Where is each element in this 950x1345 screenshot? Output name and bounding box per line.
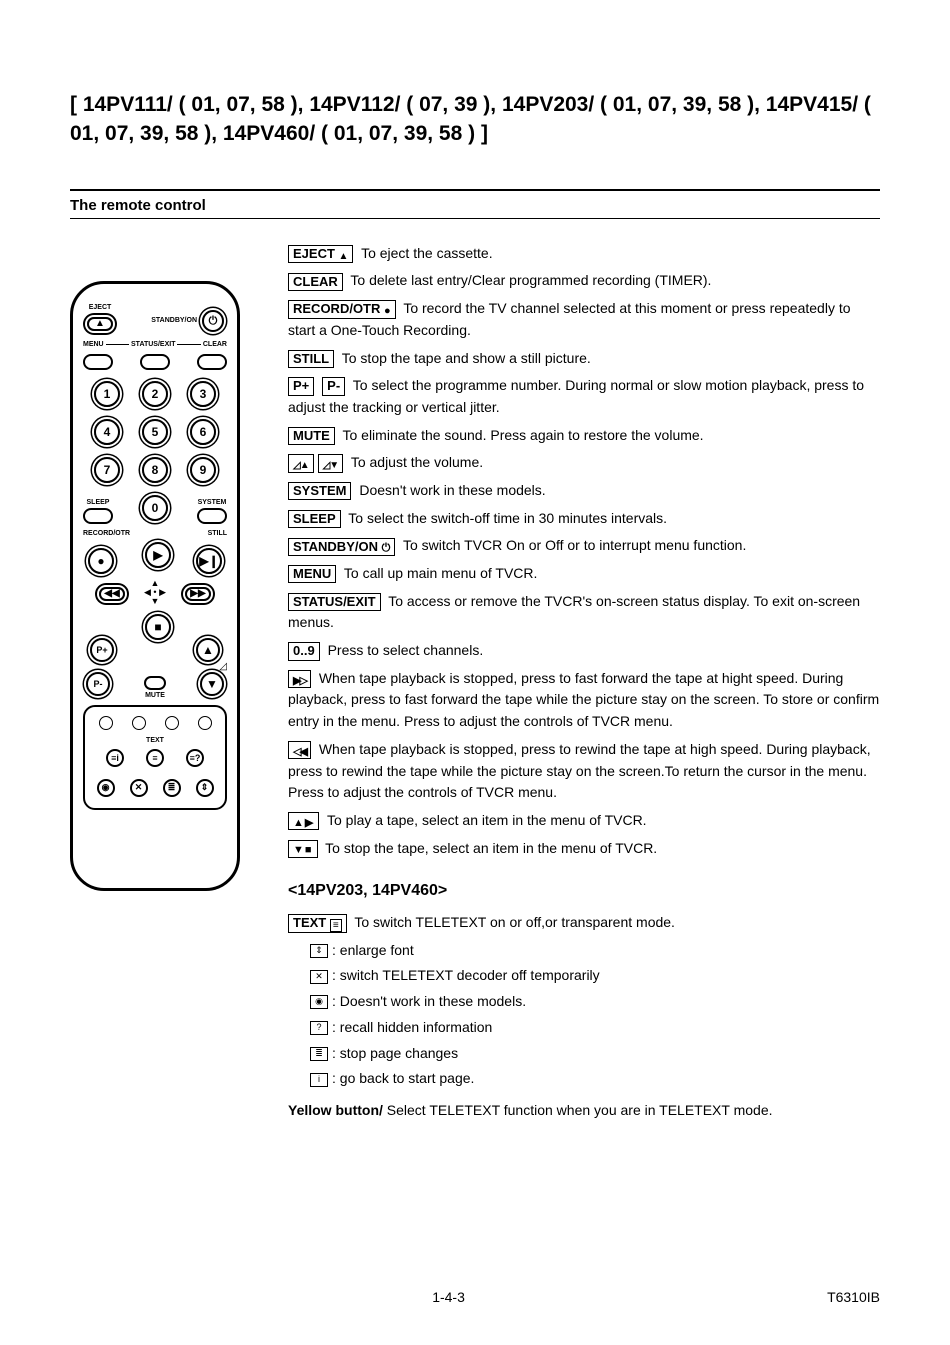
color-green[interactable] xyxy=(132,716,146,730)
section-heading: The remote control xyxy=(70,189,880,219)
menu-status-clear-divider: MENU STATUS/EXIT CLEAR xyxy=(83,341,227,348)
clear-button[interactable] xyxy=(197,354,227,370)
digit-1[interactable]: 1 xyxy=(94,381,120,407)
record-button[interactable]: ● xyxy=(88,548,114,574)
digit-7[interactable]: 7 xyxy=(94,457,120,483)
color-yellow[interactable] xyxy=(165,716,179,730)
teletext-reveal-icon: ? xyxy=(310,1021,328,1035)
digit-4[interactable]: 4 xyxy=(94,419,120,445)
teletext-hold-button[interactable]: ≣ xyxy=(163,779,181,797)
teletext-list: ⇕: enlarge font ✕: switch TELETEXT decod… xyxy=(310,940,880,1090)
volume-up-icon xyxy=(293,457,309,471)
teletext-size-button[interactable]: ⇕ xyxy=(196,779,214,797)
digit-5[interactable]: 5 xyxy=(142,419,168,445)
page-footer: 1-4-3 T6310IB xyxy=(70,1289,880,1305)
digit-0[interactable]: 0 xyxy=(142,495,168,521)
sleep-button[interactable] xyxy=(83,508,113,524)
p-plus-button[interactable]: P+ xyxy=(90,638,114,662)
page: [ 14PV111/ ( 01, 07, 58 ), 14PV112/ ( 07… xyxy=(0,0,950,1345)
subsection-heading: <14PV203, 14PV460> xyxy=(288,879,880,904)
teletext-enlarge-icon: ⇕ xyxy=(310,944,328,958)
teletext-na-icon: ◉ xyxy=(310,995,328,1009)
remote-illustration: EJECT STANDBY/ON MENU STATUS/EXIT CLEAR xyxy=(70,281,240,891)
ffwd-icon xyxy=(293,673,306,687)
mute-button[interactable] xyxy=(144,676,166,690)
descriptions: EJECT To eject the cassette. CLEAR To de… xyxy=(288,243,880,1128)
eject-label: EJECT xyxy=(89,304,112,311)
still-button[interactable]: ▶❙ xyxy=(196,548,222,574)
teletext-index-icon: i xyxy=(310,1073,328,1087)
yellow-button-label: Yellow button/ xyxy=(288,1102,383,1118)
ffwd-button[interactable]: ▶▶ xyxy=(185,587,211,601)
text-icon xyxy=(330,917,342,931)
color-red[interactable] xyxy=(99,716,113,730)
volume-down-icon xyxy=(323,457,339,471)
teletext-cancel-button[interactable]: ✕ xyxy=(130,779,148,797)
play-button[interactable]: ▶ xyxy=(145,542,171,568)
color-blue[interactable] xyxy=(198,716,212,730)
page-title: [ 14PV111/ ( 01, 07, 58 ), 14PV112/ ( 07… xyxy=(70,90,880,149)
teletext-reveal-button[interactable]: ≡? xyxy=(186,749,204,767)
teletext-index-button[interactable]: ≡i xyxy=(106,749,124,767)
teletext-text-button[interactable]: ≡ xyxy=(146,749,164,767)
teletext-off-icon: ✕ xyxy=(310,970,328,984)
menu-button[interactable] xyxy=(83,354,113,370)
status-exit-button[interactable] xyxy=(140,354,170,370)
eject-button[interactable] xyxy=(87,317,113,331)
page-number: 1-4-3 xyxy=(432,1289,465,1305)
standby-label: STANDBY/ON xyxy=(151,317,197,324)
digit-3[interactable]: 3 xyxy=(190,381,216,407)
record-icon xyxy=(384,303,391,317)
doc-code: T6310IB xyxy=(827,1289,880,1305)
stop-icon xyxy=(293,842,313,856)
digit-2[interactable]: 2 xyxy=(142,381,168,407)
teletext-group: TEXT ≡i ≡ ≡? ◉ ✕ ≣ ⇕ xyxy=(83,705,227,810)
vol-up-button[interactable]: ▲ xyxy=(196,638,220,662)
system-button[interactable] xyxy=(197,508,227,524)
stop-button[interactable]: ■ xyxy=(145,614,171,640)
digit-8[interactable]: 8 xyxy=(142,457,168,483)
p-minus-button[interactable]: P- xyxy=(86,672,110,696)
rewind-icon xyxy=(293,744,306,758)
vol-down-button[interactable]: ▼ xyxy=(200,672,224,696)
digit-9[interactable]: 9 xyxy=(190,457,216,483)
power-icon xyxy=(382,540,391,554)
teletext-time-button[interactable]: ◉ xyxy=(97,779,115,797)
play-icon xyxy=(293,815,314,829)
teletext-hold-icon: ≣ xyxy=(310,1047,328,1061)
digit-6[interactable]: 6 xyxy=(190,419,216,445)
rewind-button[interactable]: ◀◀ xyxy=(99,587,125,601)
standby-button[interactable] xyxy=(202,310,224,332)
eject-icon xyxy=(339,248,349,262)
